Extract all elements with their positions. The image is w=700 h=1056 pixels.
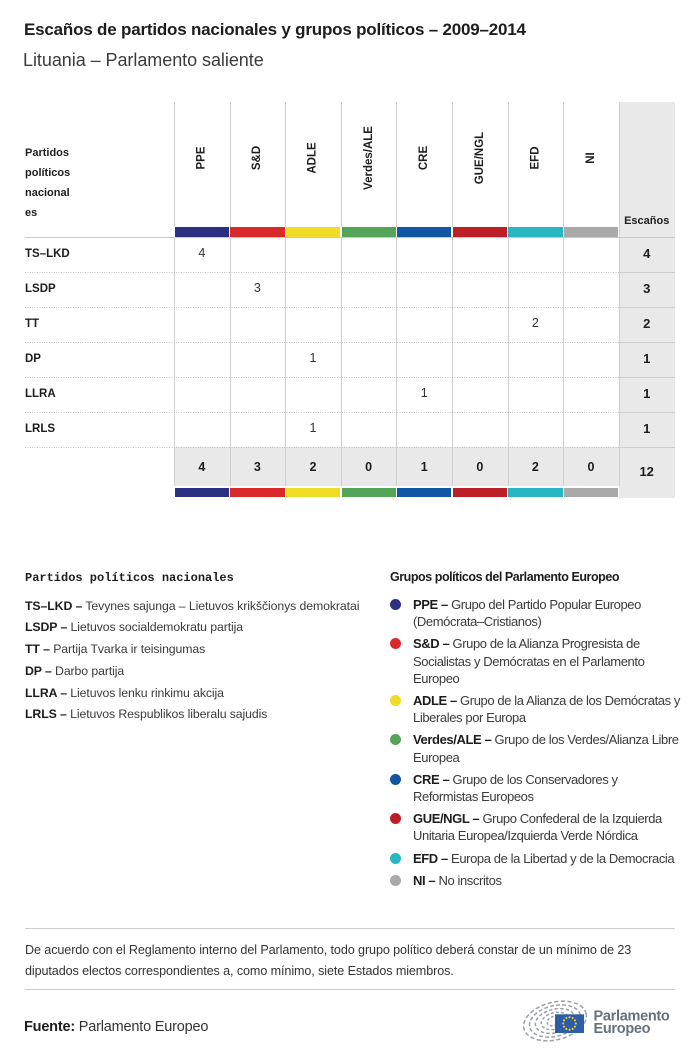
svg-text:Parlamento: Parlamento (594, 1009, 670, 1025)
svg-text:Europeo: Europeo (594, 1021, 651, 1037)
